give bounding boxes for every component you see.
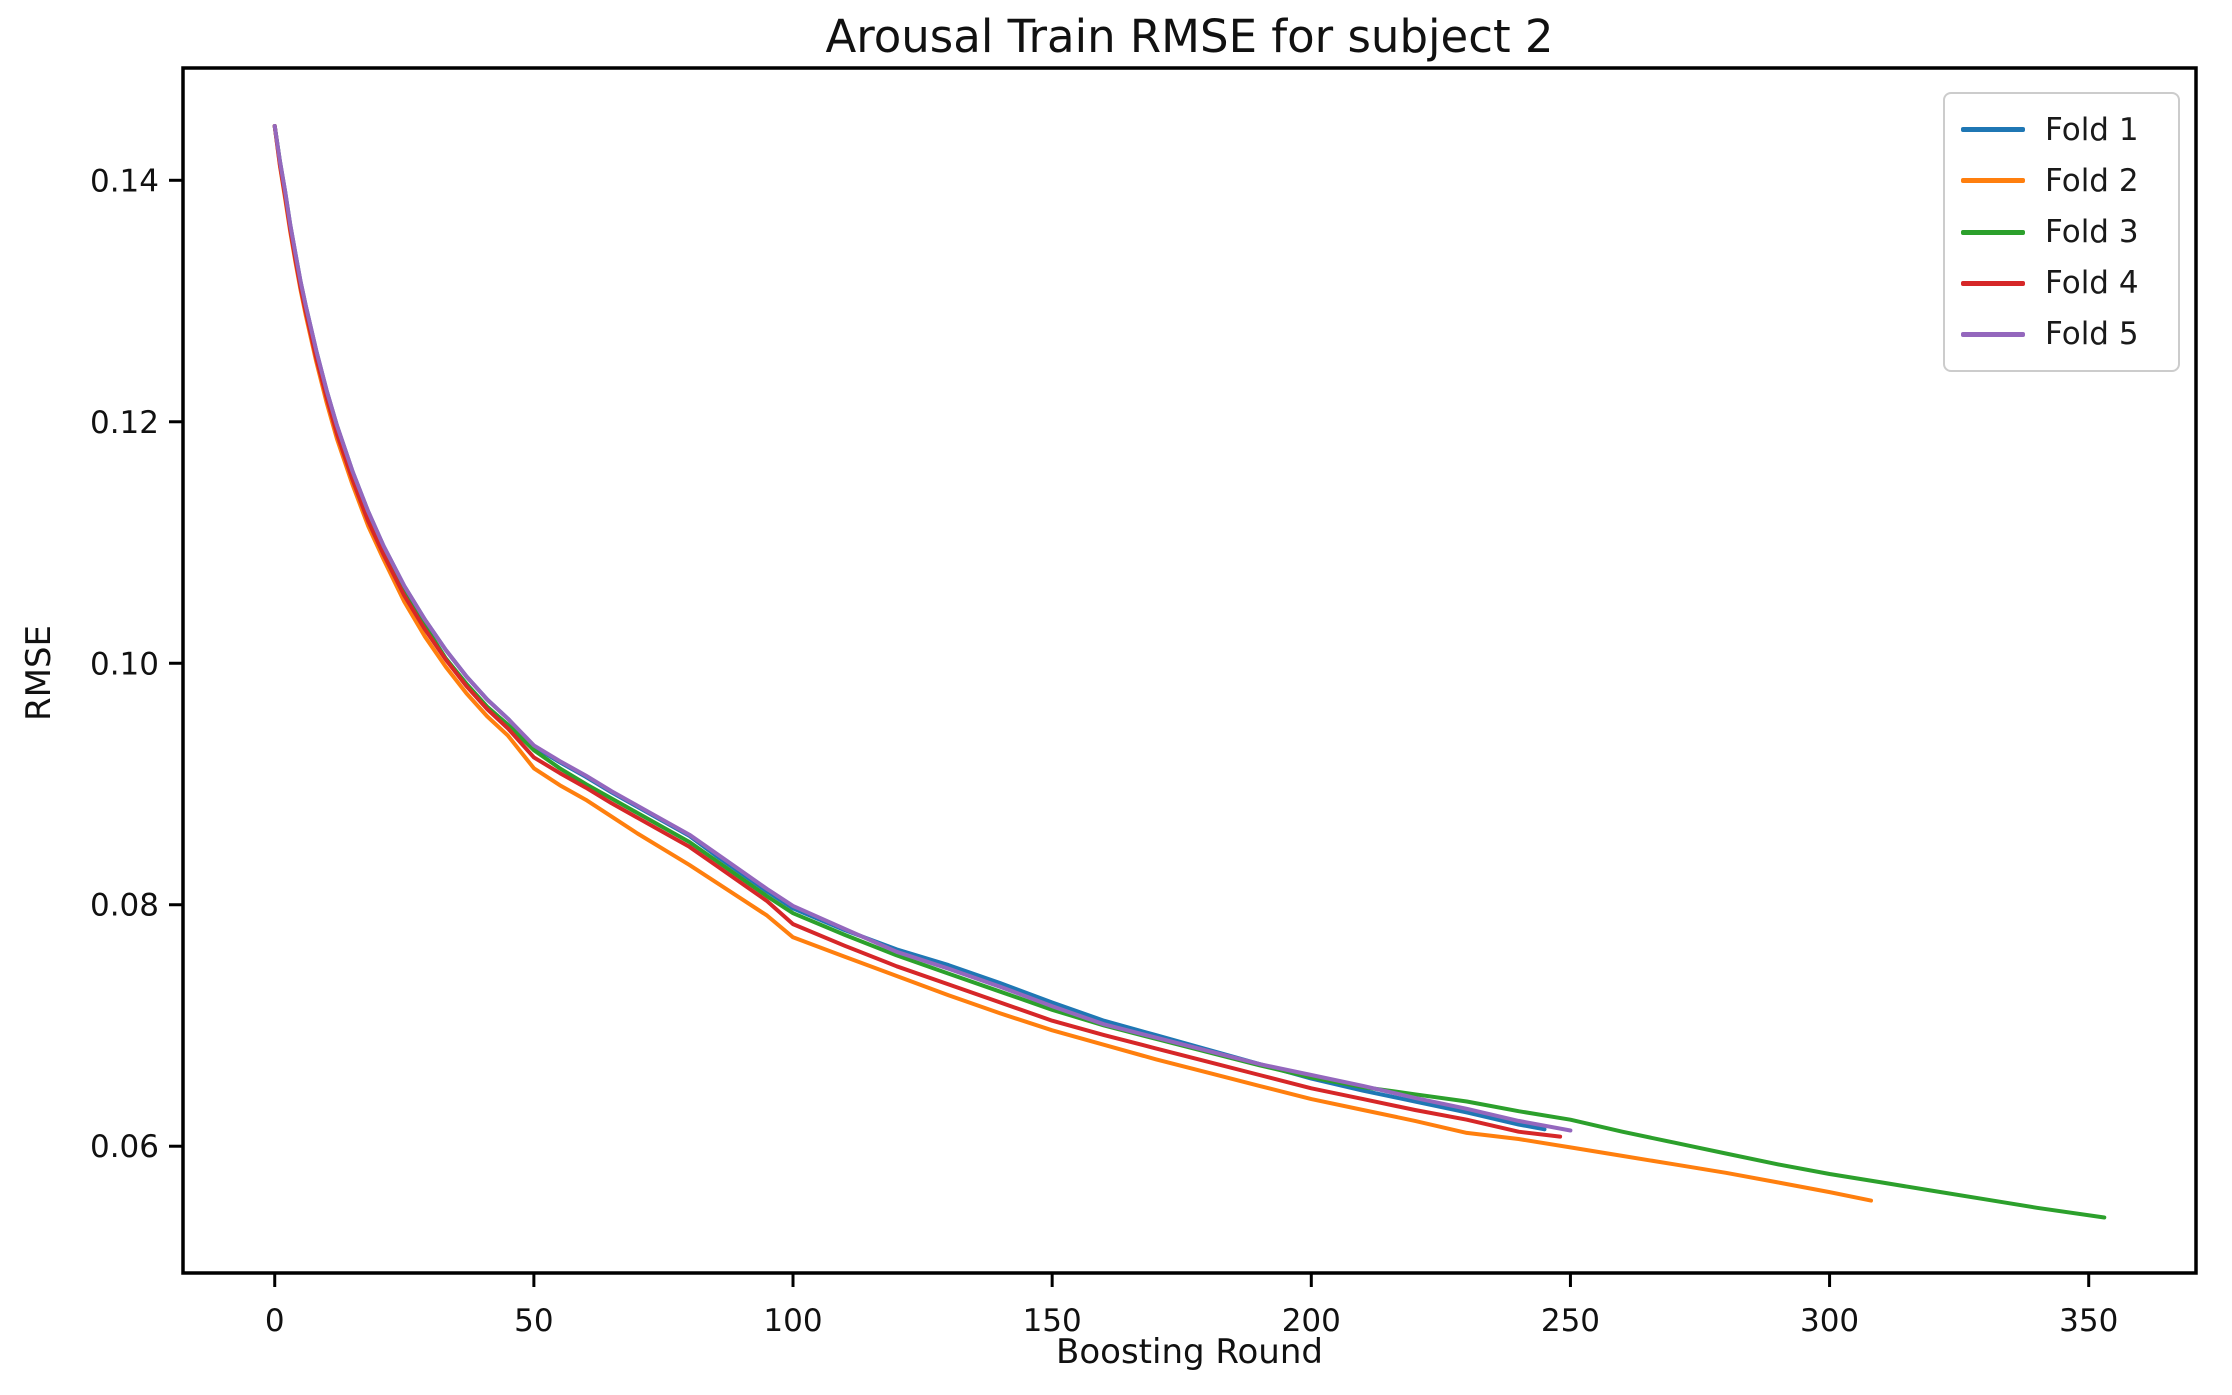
legend-label-fold-4: Fold 4 — [2045, 265, 2139, 302]
legend-item-fold-2: Fold 2 — [1961, 155, 2162, 206]
series-line-fold-5 — [272, 124, 1573, 1133]
x-tick-label: 200 — [1282, 1303, 1341, 1339]
legend-item-fold-5: Fold 5 — [1961, 309, 2162, 360]
legend: Fold 1 Fold 2 Fold 3 Fold 4 Fold 5 — [1943, 92, 2180, 372]
x-tick-label: 350 — [2059, 1303, 2118, 1339]
chart-title: Arousal Train RMSE for subject 2 — [825, 10, 1554, 63]
legend-item-fold-4: Fold 4 — [1961, 258, 2162, 309]
y-tick-label: 0.10 — [90, 646, 159, 682]
y-tick-label: 0.14 — [90, 163, 159, 199]
legend-item-fold-3: Fold 3 — [1961, 206, 2162, 257]
legend-line-sample-fold-3 — [1961, 229, 2025, 235]
legend-line-sample-fold-1 — [1961, 127, 2025, 133]
axes-spines — [181, 66, 2198, 1275]
y-tick-label: 0.06 — [90, 1129, 159, 1165]
legend-line-sample-fold-2 — [1961, 178, 2025, 184]
legend-label-fold-2: Fold 2 — [2045, 162, 2139, 199]
legend-label-fold-5: Fold 5 — [2045, 316, 2139, 353]
legend-item-fold-1: Fold 1 — [1961, 104, 2162, 155]
series-line-fold-3 — [272, 124, 2107, 1220]
legend-label-fold-1: Fold 1 — [2045, 111, 2139, 148]
legend-line-sample-fold-4 — [1961, 280, 2025, 286]
y-axis-label: RMSE — [19, 624, 59, 722]
legend-label-fold-3: Fold 3 — [2045, 214, 2139, 250]
x-tick-label: 0 — [265, 1303, 285, 1339]
x-tick-label: 300 — [1800, 1303, 1859, 1339]
y-tick-label: 0.12 — [90, 405, 159, 441]
x-tick-label: 100 — [763, 1303, 822, 1339]
x-tick-label: 50 — [514, 1303, 553, 1339]
x-axis-label: Boosting Round — [1056, 1332, 1323, 1372]
x-tick-label: 150 — [1023, 1303, 1082, 1339]
x-tick-label: 250 — [1541, 1303, 1600, 1339]
series-line-fold-2 — [272, 124, 1873, 1203]
y-tick-label: 0.08 — [90, 888, 159, 924]
legend-line-sample-fold-5 — [1961, 331, 2025, 337]
